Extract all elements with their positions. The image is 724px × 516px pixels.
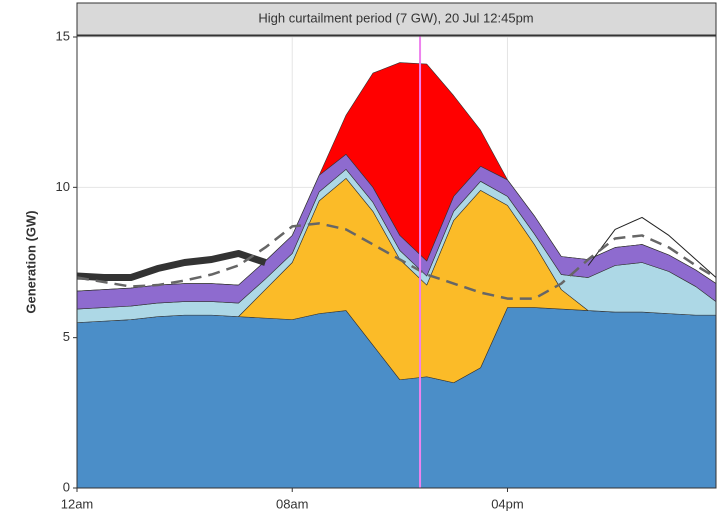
line bbox=[587, 216, 717, 278]
x-tick-label: 04pm bbox=[491, 496, 524, 511]
y-axis-label: Generation (GW) bbox=[23, 210, 38, 313]
y-tick-label: 5 bbox=[63, 329, 70, 344]
plot-border bbox=[76, 35, 717, 489]
y-tick-label: 0 bbox=[63, 479, 70, 494]
facet-strip bbox=[76, 2, 717, 36]
line bbox=[76, 222, 717, 300]
line bbox=[76, 249, 267, 282]
y-tick-label: 15 bbox=[56, 28, 70, 43]
x-tick-label: 12am bbox=[61, 496, 94, 511]
y-tick-label: 10 bbox=[56, 179, 70, 194]
x-tick-label: 08am bbox=[276, 496, 309, 511]
chart-title: High curtailment period (7 GW), 20 Jul 1… bbox=[258, 10, 533, 25]
